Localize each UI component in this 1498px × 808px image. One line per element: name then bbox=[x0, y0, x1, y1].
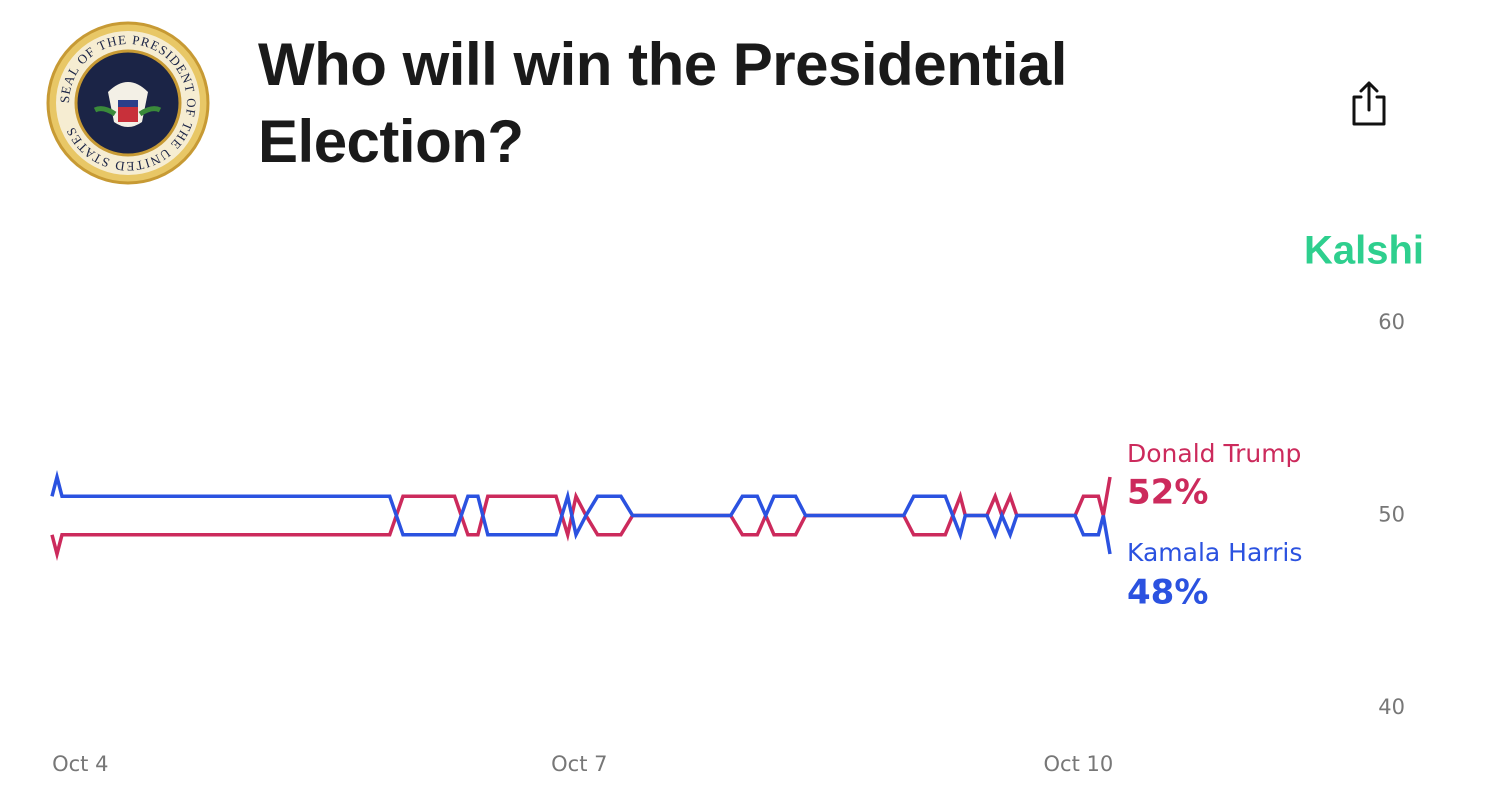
legend-label: Kamala Harris bbox=[1127, 538, 1302, 567]
x-tick-label: Oct 4 bbox=[52, 752, 108, 776]
seal: SEAL OF THE PRESIDENT OF THE UNITED STAT… bbox=[46, 21, 210, 185]
chart-title: Who will win the Presidential Election? bbox=[258, 31, 1067, 175]
x-tick-label: Oct 10 bbox=[1044, 752, 1114, 776]
value-label: 52% bbox=[1127, 473, 1208, 513]
legend-label: Donald Trump bbox=[1127, 439, 1301, 468]
value-label: 48% bbox=[1127, 573, 1208, 613]
series-line bbox=[50, 476, 1112, 561]
y-tick-label: 50 bbox=[1378, 503, 1405, 527]
brand-logo[interactable]: Kalshi bbox=[1304, 229, 1424, 273]
y-tick-label: 40 bbox=[1378, 695, 1405, 719]
share-icon[interactable] bbox=[1352, 81, 1386, 126]
y-tick-label: 60 bbox=[1378, 310, 1405, 334]
series-line bbox=[50, 470, 1112, 555]
x-tick-label: Oct 7 bbox=[551, 752, 607, 776]
